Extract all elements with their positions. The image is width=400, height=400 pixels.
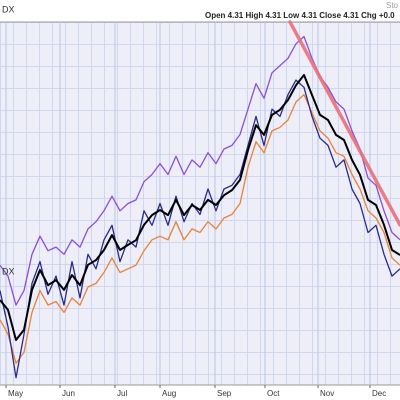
series-line (0, 35, 400, 306)
series-line (0, 93, 400, 364)
x-tick-label: Aug (162, 389, 176, 398)
legend-label: DX (2, 266, 15, 276)
x-tick-label: Nov (320, 389, 334, 398)
x-tick-label: Sep (217, 389, 232, 398)
x-tick-label: Oct (267, 389, 280, 398)
x-tick-label: Dec (372, 389, 386, 398)
x-tick-label: Jun (62, 389, 75, 398)
series-line (0, 74, 400, 341)
ohlc-text: Open 4.31 High 4.31 Low 4.31 Close 4.31 … (205, 11, 395, 20)
plot-background (0, 22, 400, 385)
trend-line (288, 20, 400, 227)
chart-title: DX (2, 4, 15, 14)
x-tick-label: Jul (117, 389, 127, 398)
x-tick-label: May (8, 389, 23, 398)
source: Sto (386, 1, 399, 10)
x-axis-band (0, 385, 400, 400)
series-line (0, 79, 400, 379)
